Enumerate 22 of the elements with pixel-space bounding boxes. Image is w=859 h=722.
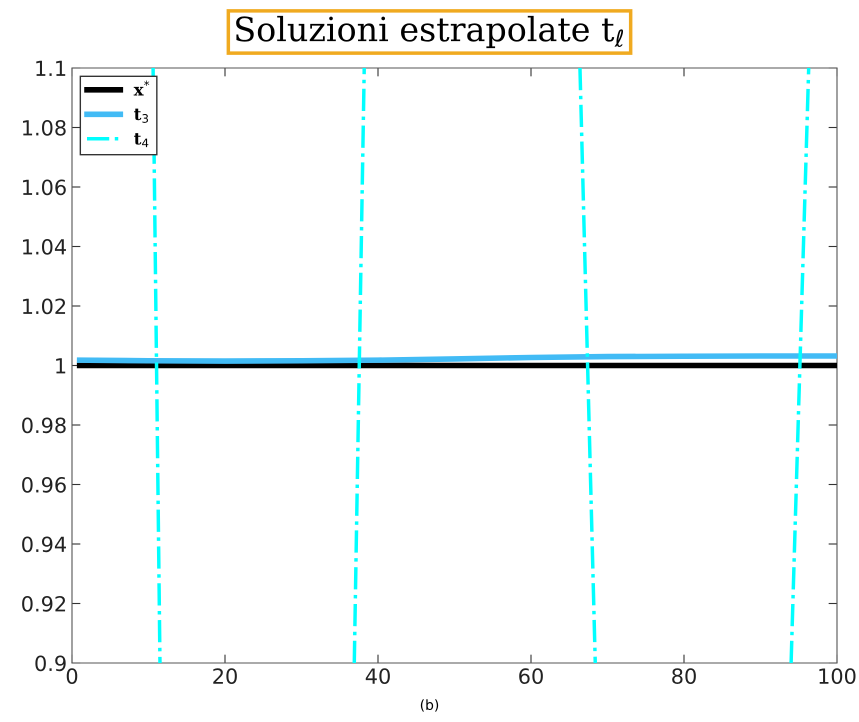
x-tick-label: 40 bbox=[366, 668, 390, 684]
y-tick-label: 1.06 bbox=[23, 179, 66, 196]
y-tick-label: 1.08 bbox=[23, 120, 66, 136]
y-tick-label: 0.98 bbox=[22, 417, 66, 434]
y-tick-label: 1.1 bbox=[36, 60, 66, 76]
x-tick-label: 60 bbox=[519, 668, 543, 684]
y-tick-label: 0.92 bbox=[22, 596, 66, 612]
x-tick-label: 100 bbox=[819, 668, 856, 684]
y-tick-label: 1.02 bbox=[23, 298, 66, 314]
legend-label: x$^{*}$ bbox=[134, 80, 150, 96]
x-tick-label: 0 bbox=[66, 668, 78, 684]
legend-label: t$_{4}$ bbox=[134, 133, 148, 148]
y-tick-label: 0.9 bbox=[35, 655, 66, 672]
y-tick-label: 0.96 bbox=[22, 476, 66, 493]
chart-title: Soluzioni estrapolate t$_{ℓ}$ bbox=[236, 16, 624, 48]
x-tick-label: 80 bbox=[672, 668, 696, 684]
text: (b) bbox=[420, 699, 438, 712]
legend-label: t$_{3}$ bbox=[134, 108, 148, 123]
x-tick-label: 20 bbox=[213, 668, 237, 684]
y-tick-label: 1.04 bbox=[23, 238, 66, 255]
y-tick-label: 0.94 bbox=[22, 536, 66, 552]
y-tick-label: 1 bbox=[56, 358, 66, 374]
